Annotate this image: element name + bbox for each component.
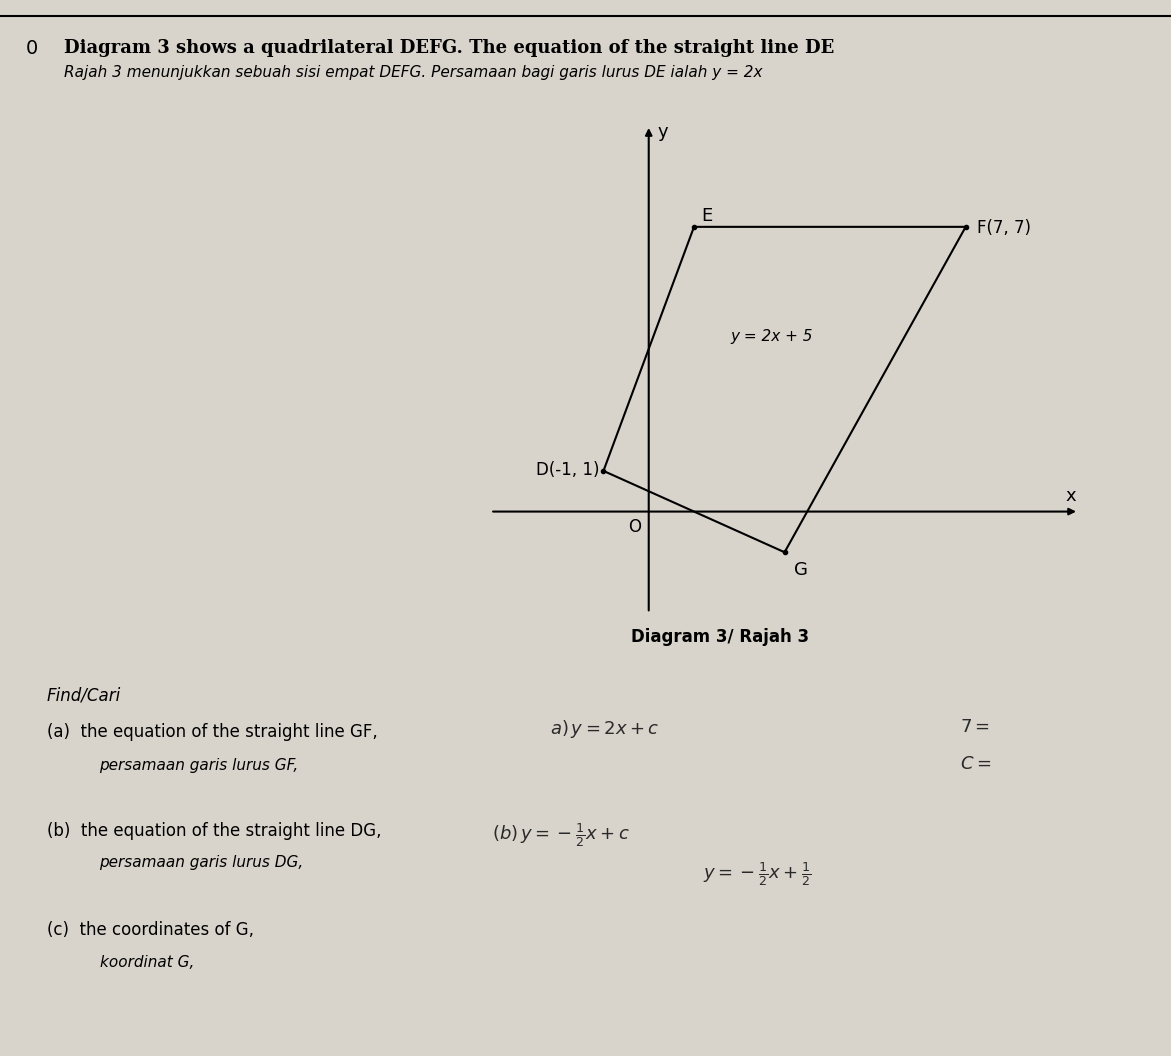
- Text: (c)  the coordinates of G,: (c) the coordinates of G,: [47, 921, 254, 939]
- Text: $y = -\frac{1}{2}x + \frac{1}{2}$: $y = -\frac{1}{2}x + \frac{1}{2}$: [703, 861, 812, 888]
- Text: $C =$: $C =$: [960, 755, 992, 773]
- Text: (b)  the equation of the straight line DG,: (b) the equation of the straight line DG…: [47, 822, 382, 840]
- Text: persamaan garis lurus DG,: persamaan garis lurus DG,: [100, 855, 303, 870]
- Text: koordinat G,: koordinat G,: [100, 955, 194, 969]
- Text: Diagram 3/ Rajah 3: Diagram 3/ Rajah 3: [631, 628, 809, 646]
- Text: x: x: [1066, 488, 1076, 506]
- Text: F(7, 7): F(7, 7): [977, 219, 1030, 237]
- Text: G: G: [794, 561, 808, 579]
- Text: Rajah 3 menunjukkan sebuah sisi empat DEFG. Persamaan bagi garis lurus DE ialah : Rajah 3 menunjukkan sebuah sisi empat DE…: [64, 65, 762, 80]
- Text: 0: 0: [26, 39, 37, 58]
- Text: Diagram 3 shows a quadrilateral DEFG. The equation of the straight line DE: Diagram 3 shows a quadrilateral DEFG. Th…: [64, 39, 835, 57]
- Text: y = 2x + 5: y = 2x + 5: [731, 328, 813, 344]
- Text: $(b)\,y = -\frac{1}{2}x + c$: $(b)\,y = -\frac{1}{2}x + c$: [492, 822, 630, 849]
- Text: (a)  the equation of the straight line GF,: (a) the equation of the straight line GF…: [47, 723, 377, 741]
- Text: Find/Cari: Find/Cari: [47, 686, 121, 704]
- Text: y: y: [658, 124, 669, 142]
- Text: D(-1, 1): D(-1, 1): [535, 461, 600, 479]
- Text: E: E: [700, 207, 712, 225]
- Text: $7 =$: $7 =$: [960, 718, 991, 736]
- Text: $a)\,y = 2x + c$: $a)\,y = 2x + c$: [550, 718, 660, 740]
- Text: O: O: [629, 517, 642, 535]
- Text: persamaan garis lurus GF,: persamaan garis lurus GF,: [100, 758, 299, 773]
